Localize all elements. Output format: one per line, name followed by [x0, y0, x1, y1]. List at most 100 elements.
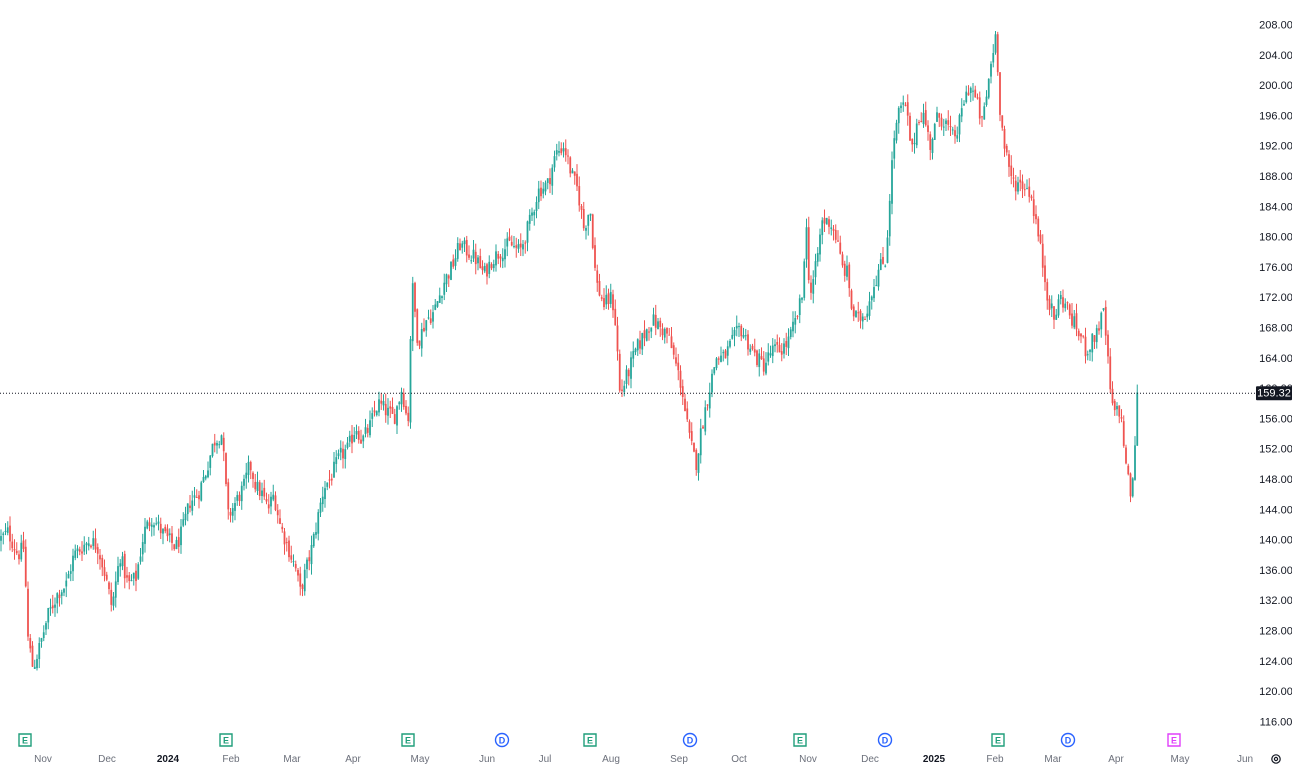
price-axis[interactable]: 208.00 204.00 200.00 196.00 192.00 188.00 184.… — [1259, 20, 1292, 729]
candle — [738, 322, 740, 337]
candle — [1113, 398, 1116, 416]
candle — [497, 251, 500, 265]
candle — [141, 533, 144, 562]
candle — [402, 388, 405, 410]
candle — [900, 102, 902, 114]
candle — [153, 522, 155, 536]
candle — [229, 508, 232, 523]
candle — [45, 620, 47, 636]
candle — [272, 484, 275, 502]
candle — [162, 528, 164, 545]
candle — [330, 473, 333, 486]
candle — [454, 249, 457, 271]
candle — [481, 260, 484, 275]
candle — [1059, 290, 1062, 305]
candle — [40, 637, 43, 648]
candle — [1062, 289, 1064, 313]
dividend-marker-icon[interactable]: D — [1060, 732, 1076, 748]
candle — [652, 307, 655, 326]
candle — [315, 522, 317, 539]
candle — [832, 225, 835, 241]
candle — [913, 132, 916, 154]
candle — [177, 528, 180, 554]
candle — [958, 113, 961, 143]
candle — [1116, 402, 1118, 416]
candle — [292, 554, 295, 567]
earnings-marker-icon[interactable]: E — [991, 733, 1005, 747]
candle — [614, 299, 617, 326]
candle — [922, 103, 925, 128]
candle — [310, 535, 313, 575]
candle — [897, 106, 900, 134]
candle — [378, 391, 380, 417]
candle — [382, 394, 385, 411]
candle — [794, 311, 797, 334]
candle — [1118, 405, 1121, 424]
candle — [663, 327, 666, 344]
last-price-value: 159.32 — [1257, 387, 1291, 399]
dividend-marker-icon[interactable]: D — [877, 732, 893, 748]
candle — [1010, 155, 1013, 185]
candle — [969, 86, 972, 103]
candle — [1109, 348, 1112, 394]
candle — [513, 236, 515, 249]
candle — [643, 320, 646, 347]
earnings-marker-icon[interactable]: E — [793, 733, 807, 747]
candle — [852, 304, 855, 322]
settings-icon[interactable] — [1271, 754, 1281, 764]
candle — [533, 209, 536, 226]
candle — [168, 528, 171, 543]
candle — [580, 204, 583, 219]
candle — [146, 519, 149, 530]
earnings-marker-icon[interactable]: E — [1167, 733, 1181, 747]
candle — [186, 503, 189, 522]
candle — [1136, 384, 1139, 446]
candle — [139, 548, 142, 565]
candle — [490, 262, 493, 271]
candle — [384, 393, 387, 423]
candle — [519, 233, 522, 257]
candle — [150, 518, 153, 537]
candle — [184, 506, 187, 526]
last-price-label: 159.32 — [1256, 386, 1292, 401]
candle — [677, 353, 680, 381]
price-tick-label: 164.00 — [1259, 353, 1292, 365]
candle — [81, 541, 83, 561]
candle — [1014, 174, 1017, 201]
dividend-marker-icon[interactable]: D — [494, 732, 510, 748]
candle — [839, 235, 842, 255]
candle — [949, 115, 952, 136]
candle — [891, 151, 893, 215]
candle — [92, 530, 95, 550]
candle — [1125, 444, 1127, 465]
candle — [936, 106, 938, 122]
candle — [884, 264, 887, 268]
candle — [713, 367, 716, 376]
candle — [204, 474, 207, 481]
candle — [78, 546, 81, 556]
candle — [213, 433, 216, 453]
earnings-marker-icon[interactable]: E — [219, 733, 233, 747]
candle — [38, 637, 41, 669]
candle — [227, 478, 230, 520]
candle — [270, 491, 272, 515]
earnings-marker-icon[interactable]: E — [583, 733, 597, 747]
candle — [1050, 295, 1053, 318]
dividend-marker-icon[interactable]: D — [682, 732, 698, 748]
earnings-marker-icon[interactable]: E — [18, 733, 32, 747]
candle — [834, 224, 837, 244]
candle — [495, 244, 497, 272]
time-axis[interactable]: Nov Dec 2024 Feb Mar Apr May Jun Jul Aug Sep Oct Nov… — [34, 754, 1253, 764]
candle — [369, 410, 371, 438]
candle — [846, 255, 848, 281]
candle — [355, 424, 358, 440]
earnings-marker-icon[interactable]: E — [401, 733, 415, 747]
candle — [661, 323, 664, 341]
candle — [760, 347, 763, 360]
candle — [1008, 150, 1010, 177]
candle — [20, 534, 23, 562]
candle — [209, 455, 212, 476]
candle — [405, 400, 407, 416]
